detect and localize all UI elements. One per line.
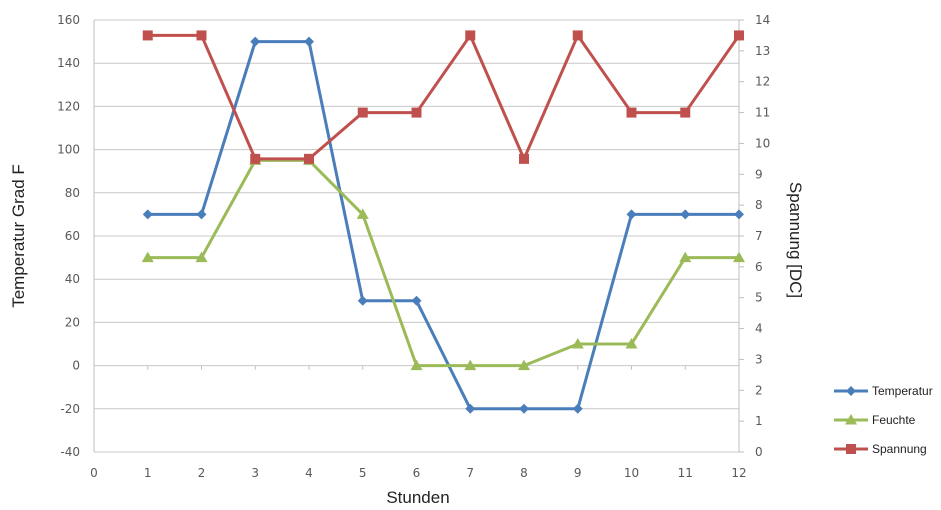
y-tick-label: 100 xyxy=(57,143,80,157)
x-tick-label: 4 xyxy=(305,466,313,480)
data-point xyxy=(304,36,314,47)
y-axis-title: Temperatur Grad F xyxy=(9,164,28,308)
y-tick-label: -20 xyxy=(60,402,80,416)
legend-label: Spannung xyxy=(872,442,927,456)
legend-marker xyxy=(845,414,857,425)
data-point xyxy=(356,208,369,219)
data-point xyxy=(410,359,423,371)
y2-tick-label: 11 xyxy=(755,106,770,120)
data-point xyxy=(519,153,529,164)
y2-tick-label: 5 xyxy=(755,291,763,305)
series-spannung xyxy=(142,30,744,164)
x-tick-label: 5 xyxy=(359,466,367,480)
y2-tick-label: 4 xyxy=(755,322,763,336)
data-point xyxy=(141,251,154,263)
y2-tick-label: 0 xyxy=(755,445,763,459)
data-point xyxy=(357,107,368,118)
data-point xyxy=(304,153,314,164)
x-tick-label: 7 xyxy=(466,466,474,480)
y2-tick-label: 13 xyxy=(755,44,770,58)
series-temperatur xyxy=(142,36,744,414)
x-axis: 0 1 2 3 4 5 6 7 8 9 10 11 12 xyxy=(90,365,747,480)
data-point xyxy=(519,403,529,414)
x-tick-label: 12 xyxy=(731,466,746,480)
data-point xyxy=(464,359,477,371)
y2-tick-label: 6 xyxy=(755,260,763,274)
data-point xyxy=(195,251,208,263)
series-feuchte xyxy=(141,154,745,371)
plot-area xyxy=(141,30,745,414)
legend-item-feuchte: Feuchte xyxy=(834,413,916,427)
legend-label: Temperatur xyxy=(872,384,933,398)
y2-axis-title: Spannung [DC] xyxy=(786,182,805,298)
y-tick-label: 140 xyxy=(57,56,80,70)
x-tick-label: 2 xyxy=(198,466,206,480)
data-point xyxy=(465,403,476,414)
data-point xyxy=(625,338,638,349)
y2-tick-label: 14 xyxy=(755,13,770,27)
data-point xyxy=(626,107,637,118)
data-point xyxy=(465,30,476,41)
legend-marker xyxy=(846,444,856,454)
data-point xyxy=(734,30,744,41)
data-point xyxy=(679,251,692,263)
data-point xyxy=(518,359,530,371)
data-point xyxy=(411,295,422,306)
data-point xyxy=(572,30,583,41)
y-tick-label: 160 xyxy=(57,13,80,27)
data-point xyxy=(734,209,744,220)
x-tick-label: 9 xyxy=(574,466,582,480)
data-point xyxy=(680,107,691,118)
data-point xyxy=(250,36,261,47)
x-tick-label: 1 xyxy=(144,466,152,480)
series-line-spannung xyxy=(147,33,741,161)
x-tick-label: 6 xyxy=(413,466,421,480)
data-point xyxy=(196,30,207,41)
series-line-temperatur xyxy=(147,40,739,411)
series-line-feuchte xyxy=(147,158,739,368)
x-axis-title: Stunden xyxy=(386,488,449,507)
data-point xyxy=(250,153,261,164)
y2-tick-label: 1 xyxy=(755,414,763,428)
data-point xyxy=(142,30,153,41)
y2-tick-label: 10 xyxy=(755,136,770,150)
data-point xyxy=(571,338,584,349)
legend-item-spannung: Spannung xyxy=(834,442,927,456)
y-tick-label: 60 xyxy=(65,229,80,243)
x-tick-label: 0 xyxy=(90,466,98,480)
grid xyxy=(93,19,740,453)
y-axis-left: -40 -20 0 20 40 60 80 100 120 140 160 xyxy=(57,13,80,459)
data-point xyxy=(733,251,745,263)
y-tick-label: 20 xyxy=(65,315,80,329)
data-point xyxy=(196,209,207,220)
y2-tick-label: 8 xyxy=(755,198,763,212)
y2-tick-label: 7 xyxy=(755,229,763,243)
data-point xyxy=(680,209,691,220)
y-tick-label: -40 xyxy=(60,445,80,459)
y2-tick-label: 2 xyxy=(755,383,763,397)
legend-marker xyxy=(846,386,856,396)
y-tick-label: 120 xyxy=(57,99,80,113)
x-tick-label: 8 xyxy=(520,466,528,480)
y2-tick-label: 9 xyxy=(755,167,763,181)
legend-item-temperatur: Temperatur xyxy=(834,384,933,398)
legend-label: Feuchte xyxy=(872,413,916,427)
y-tick-label: 80 xyxy=(65,186,80,200)
y2-tick-label: 12 xyxy=(755,75,770,89)
x-tick-label: 10 xyxy=(624,466,639,480)
y-tick-label: 0 xyxy=(72,359,80,373)
data-point xyxy=(572,403,583,414)
data-point xyxy=(142,209,153,220)
y-tick-label: 40 xyxy=(65,272,80,286)
data-point xyxy=(411,107,422,118)
data-point xyxy=(357,295,368,306)
y2-tick-label: 3 xyxy=(755,352,763,366)
x-tick-label: 3 xyxy=(251,466,259,480)
legend: Temperatur Feuchte Spannung xyxy=(834,384,933,456)
x-tick-label: 11 xyxy=(678,466,693,480)
data-point xyxy=(626,209,637,220)
